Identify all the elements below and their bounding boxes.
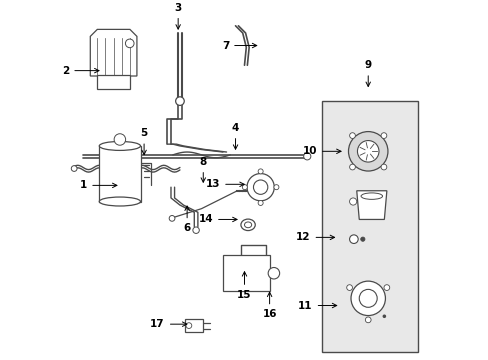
Circle shape — [380, 133, 386, 139]
Circle shape — [169, 216, 175, 221]
Text: 1: 1 — [80, 180, 117, 190]
Circle shape — [125, 39, 134, 48]
Circle shape — [303, 153, 310, 160]
Text: 17: 17 — [150, 319, 186, 329]
Text: 4: 4 — [231, 123, 239, 149]
Text: 15: 15 — [237, 272, 251, 300]
Circle shape — [349, 235, 357, 243]
Circle shape — [357, 140, 378, 162]
Circle shape — [242, 185, 247, 190]
Circle shape — [346, 285, 352, 291]
Circle shape — [273, 185, 278, 190]
Bar — [185, 319, 202, 332]
Bar — [321, 101, 418, 352]
Circle shape — [258, 201, 263, 206]
Circle shape — [382, 315, 386, 318]
Bar — [223, 255, 269, 291]
Circle shape — [383, 285, 389, 291]
Text: 9: 9 — [364, 60, 371, 86]
Ellipse shape — [244, 222, 251, 228]
Circle shape — [365, 317, 370, 323]
Text: 3: 3 — [174, 3, 182, 29]
Text: 7: 7 — [222, 41, 256, 50]
Circle shape — [114, 134, 125, 145]
Text: 11: 11 — [298, 301, 336, 311]
Circle shape — [349, 198, 356, 205]
Text: 8: 8 — [199, 157, 206, 182]
Ellipse shape — [241, 219, 255, 230]
Text: 14: 14 — [198, 215, 237, 224]
Bar — [97, 75, 129, 89]
Text: 6: 6 — [183, 206, 190, 233]
Ellipse shape — [360, 193, 382, 199]
Text: 16: 16 — [262, 292, 276, 319]
Circle shape — [185, 323, 191, 328]
Text: 2: 2 — [62, 66, 99, 76]
Circle shape — [71, 166, 77, 171]
Circle shape — [253, 180, 267, 194]
Polygon shape — [356, 191, 386, 220]
Circle shape — [350, 281, 385, 316]
Text: 5: 5 — [140, 129, 147, 154]
Circle shape — [192, 227, 199, 233]
Circle shape — [349, 164, 355, 170]
Ellipse shape — [99, 141, 140, 150]
Text: 13: 13 — [205, 179, 244, 189]
Ellipse shape — [99, 197, 140, 206]
Circle shape — [246, 174, 274, 201]
Circle shape — [267, 267, 279, 279]
Circle shape — [349, 133, 355, 139]
Circle shape — [258, 169, 263, 174]
Text: 10: 10 — [302, 146, 340, 156]
Circle shape — [380, 164, 386, 170]
Circle shape — [360, 237, 364, 241]
Circle shape — [359, 289, 376, 307]
Circle shape — [175, 97, 184, 105]
Circle shape — [348, 132, 387, 171]
Text: 12: 12 — [295, 232, 334, 242]
Bar — [99, 146, 140, 202]
